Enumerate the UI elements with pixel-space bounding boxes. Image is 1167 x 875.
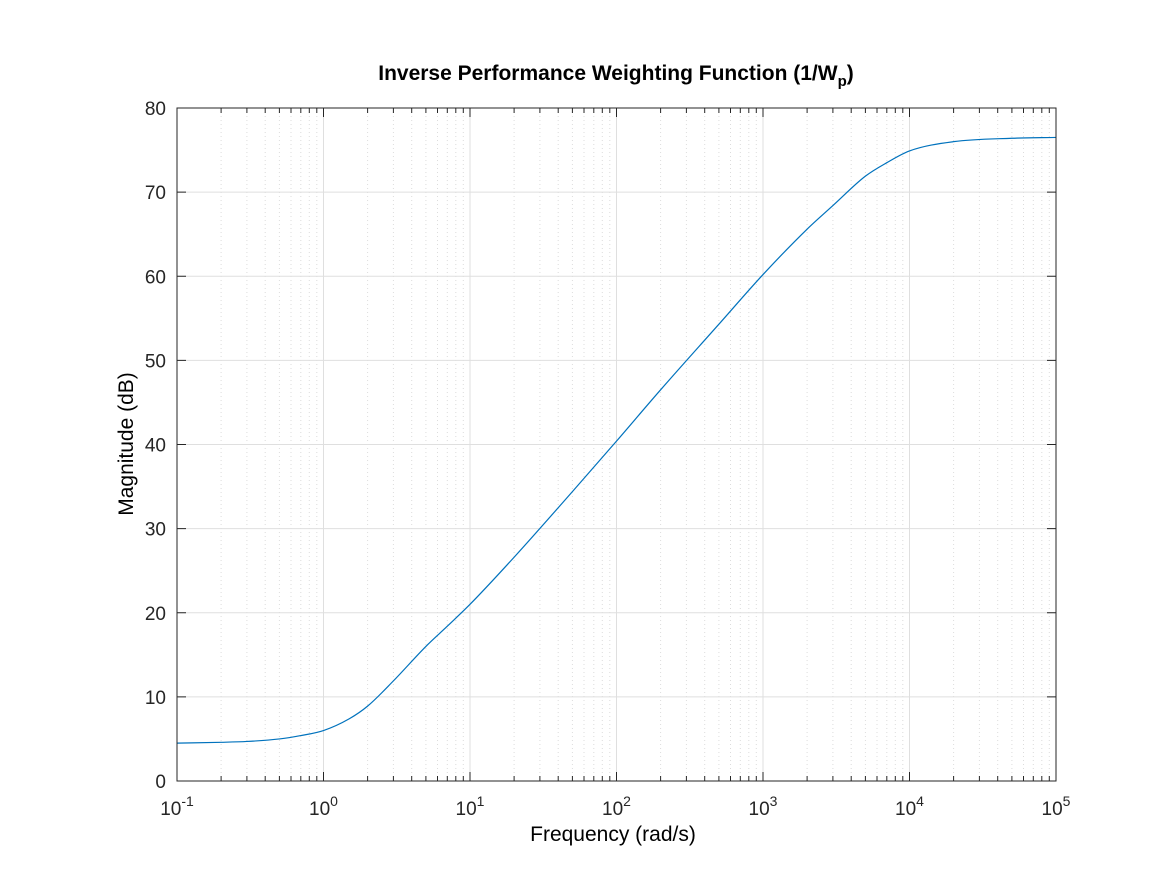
x-tick-label-exponent: -1 bbox=[181, 793, 194, 809]
chart-title: Inverse Performance Weighting Function (… bbox=[378, 62, 854, 90]
x-tick-label-exponent: 3 bbox=[770, 793, 778, 809]
x-tick-label-exponent: 4 bbox=[916, 793, 924, 809]
x-axis-label: Frequency (rad/s) bbox=[530, 823, 696, 846]
x-tick-label-base: 10 bbox=[749, 799, 770, 820]
x-tick-label-base: 10 bbox=[456, 799, 477, 820]
x-tick-label-base: 10 bbox=[602, 799, 623, 820]
y-tick-label: 10 bbox=[145, 688, 166, 709]
y-tick-label: 80 bbox=[145, 99, 166, 120]
grid-layer bbox=[177, 108, 1056, 781]
x-tick-label-base: 10 bbox=[1042, 799, 1063, 820]
y-tick-label: 20 bbox=[145, 604, 166, 625]
x-tick-label-base: 10 bbox=[309, 799, 330, 820]
x-tick-label-exponent: 2 bbox=[623, 793, 631, 809]
x-tick-label: 101 bbox=[456, 793, 485, 820]
y-tick-label: 40 bbox=[145, 436, 166, 457]
y-tick-label: 30 bbox=[145, 520, 166, 541]
y-tick-label: 70 bbox=[145, 183, 166, 204]
chart-title-close: ) bbox=[847, 62, 854, 85]
x-tick-label: 100 bbox=[309, 793, 338, 820]
chart-title-subscript: p bbox=[838, 73, 847, 90]
x-tick-label: 103 bbox=[749, 793, 778, 820]
tick-layer bbox=[176, 107, 1057, 782]
x-tick-label-base: 10 bbox=[160, 799, 181, 820]
x-tick-label-exponent: 5 bbox=[1063, 793, 1071, 809]
y-tick-label: 0 bbox=[155, 772, 166, 793]
y-tick-label: 60 bbox=[145, 267, 166, 288]
x-tick-label: 105 bbox=[1042, 793, 1071, 820]
x-tick-label-exponent: 1 bbox=[477, 793, 485, 809]
y-axis-label: Magnitude (dB) bbox=[115, 372, 138, 516]
x-tick-label-exponent: 0 bbox=[330, 793, 338, 809]
series-layer bbox=[176, 136, 1057, 744]
x-tick-label: 104 bbox=[895, 793, 924, 820]
x-tick-label-base: 10 bbox=[895, 799, 916, 820]
y-tick-label: 50 bbox=[145, 351, 166, 372]
x-tick-label: 10-1 bbox=[160, 793, 194, 820]
chart-title-main: Inverse Performance Weighting Function (… bbox=[378, 62, 838, 85]
series-line bbox=[176, 136, 1057, 744]
x-tick-label: 102 bbox=[602, 793, 631, 820]
